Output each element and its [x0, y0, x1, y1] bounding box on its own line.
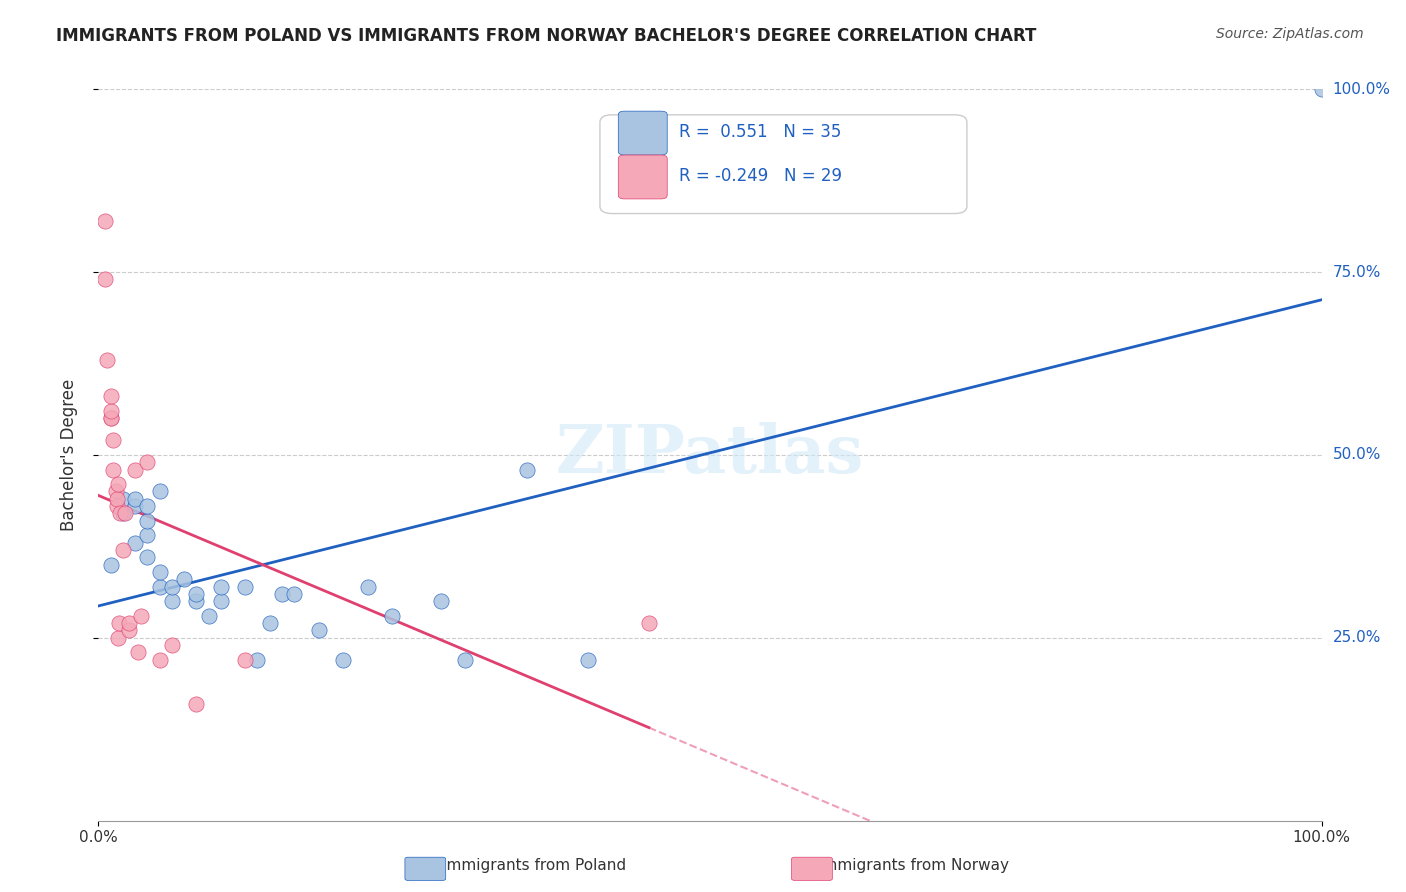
Point: [111, 543, 134, 558]
Point: [160, 580, 183, 594]
Point: [101, 462, 124, 476]
Point: [127, 645, 149, 659]
Point: [124, 491, 146, 506]
Point: [149, 565, 172, 579]
Point: [100, 404, 122, 418]
Point: [283, 587, 305, 601]
Point: [1310, 82, 1333, 96]
Text: Immigrants from Norway: Immigrants from Norway: [818, 858, 1010, 872]
Text: 50.0%: 50.0%: [1333, 448, 1381, 462]
Point: [332, 653, 354, 667]
Point: [160, 638, 183, 652]
Text: R = -0.249   N = 29: R = -0.249 N = 29: [679, 167, 842, 185]
Point: [100, 389, 122, 403]
Point: [136, 499, 159, 513]
Point: [136, 550, 159, 565]
Point: [136, 455, 159, 469]
Text: ZIPatlas: ZIPatlas: [555, 423, 865, 487]
Point: [101, 434, 124, 448]
Point: [124, 462, 146, 476]
Point: [93, 272, 115, 286]
Point: [381, 608, 404, 623]
Point: [136, 528, 159, 542]
FancyBboxPatch shape: [600, 115, 967, 213]
Point: [104, 484, 127, 499]
Point: [209, 594, 232, 608]
Point: [356, 580, 378, 594]
Point: [233, 580, 256, 594]
Point: [186, 697, 208, 711]
Text: R =  0.551   N = 35: R = 0.551 N = 35: [679, 122, 842, 141]
Point: [515, 462, 537, 476]
Point: [576, 653, 599, 667]
Text: 25.0%: 25.0%: [1333, 631, 1381, 645]
Point: [186, 587, 208, 601]
Point: [124, 535, 146, 549]
Point: [246, 653, 269, 667]
Point: [149, 484, 172, 499]
Point: [308, 624, 330, 638]
Point: [111, 507, 134, 521]
Point: [124, 499, 146, 513]
Point: [118, 616, 141, 631]
Point: [111, 491, 134, 506]
Point: [110, 507, 132, 521]
Point: [270, 587, 294, 601]
Text: 100.0%: 100.0%: [1333, 82, 1391, 96]
Point: [100, 411, 122, 425]
Point: [233, 653, 256, 667]
Point: [454, 653, 477, 667]
Point: [105, 499, 128, 513]
Point: [173, 572, 195, 586]
Text: IMMIGRANTS FROM POLAND VS IMMIGRANTS FROM NORWAY BACHELOR'S DEGREE CORRELATION C: IMMIGRANTS FROM POLAND VS IMMIGRANTS FRO…: [56, 27, 1036, 45]
Text: 75.0%: 75.0%: [1333, 265, 1381, 279]
Point: [108, 616, 131, 631]
Point: [107, 631, 129, 645]
Point: [149, 580, 172, 594]
Point: [93, 214, 115, 228]
Point: [259, 616, 281, 631]
Point: [107, 477, 129, 491]
Point: [430, 594, 453, 608]
Y-axis label: Bachelor's Degree: Bachelor's Degree: [59, 379, 77, 531]
Point: [186, 594, 208, 608]
Point: [136, 514, 159, 528]
Point: [160, 594, 183, 608]
Point: [197, 608, 219, 623]
Point: [105, 491, 128, 506]
Text: Source: ZipAtlas.com: Source: ZipAtlas.com: [1216, 27, 1364, 41]
Point: [100, 411, 122, 425]
FancyBboxPatch shape: [619, 155, 668, 199]
Point: [637, 616, 661, 631]
FancyBboxPatch shape: [619, 112, 668, 155]
Point: [114, 507, 136, 521]
Point: [149, 653, 172, 667]
Point: [100, 558, 122, 572]
Text: Immigrants from Poland: Immigrants from Poland: [443, 858, 626, 872]
Point: [118, 624, 141, 638]
Point: [129, 608, 152, 623]
Point: [96, 352, 118, 367]
Point: [209, 580, 232, 594]
